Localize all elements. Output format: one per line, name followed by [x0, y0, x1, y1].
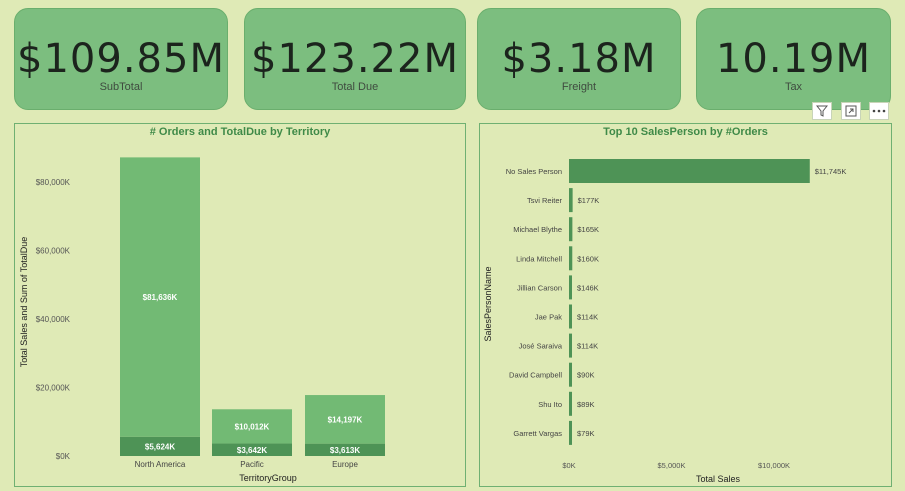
bar — [569, 304, 572, 329]
data-label: $81,636K — [143, 293, 178, 302]
category-label: Jae Pak — [535, 313, 562, 322]
category-label: José Saraiva — [519, 342, 563, 351]
y-tick-label: $60,000K — [36, 247, 71, 256]
data-label: $114K — [577, 313, 598, 322]
data-label: $146K — [577, 283, 599, 292]
data-label: $177K — [578, 196, 600, 205]
kpi-label: Tax — [784, 81, 803, 93]
data-label: $160K — [577, 254, 599, 263]
x-tick-label: Pacific — [240, 460, 264, 469]
kpi-card-freight[interactable]: $3.18M Freight — [477, 8, 681, 110]
category-label: David Campbell — [509, 371, 562, 380]
bar — [569, 246, 573, 271]
territory-stacked-bar-chart: $0K $20,000K $40,000K $60,000K $80,000K Total… — [19, 157, 385, 483]
kpi-card-tax[interactable]: 10.19M Tax — [696, 8, 891, 110]
category-label: Garrett Vargas — [513, 429, 562, 438]
data-label: $79K — [577, 429, 595, 438]
bar-segment — [305, 443, 385, 456]
x-tick-label: $5,000K — [658, 461, 686, 470]
chart-title: # Orders and TotalDue by Territory — [149, 126, 331, 138]
y-tick-label: $0K — [56, 452, 71, 461]
chart-title: Top 10 SalesPerson by #Orders — [603, 126, 768, 138]
bar — [569, 333, 572, 358]
bar-segment — [212, 443, 292, 456]
data-label: $11,745K — [815, 167, 847, 176]
salesperson-chart-panel[interactable]: Top 10 SalesPerson by #Orders No Sales P… — [479, 123, 892, 487]
category-label: Tsvi Reiter — [527, 196, 563, 205]
focus-mode-icon[interactable] — [841, 102, 861, 120]
category-label: No Sales Person — [506, 167, 562, 176]
x-axis-title: TerritoryGroup — [239, 473, 297, 483]
kpi-label: Total Due — [331, 81, 379, 93]
category-label: Shu Ito — [538, 400, 562, 409]
kpi-value: $109.85M — [17, 36, 225, 82]
data-label: $165K — [577, 225, 599, 234]
y-tick-label: $80,000K — [36, 178, 71, 187]
bar — [569, 420, 572, 445]
bar-segment — [305, 395, 385, 444]
bar — [569, 159, 810, 183]
kpi-card-total-due[interactable]: $123.22M Total Due — [244, 8, 466, 110]
x-tick-label: North America — [135, 460, 186, 469]
data-label: $89K — [577, 400, 595, 409]
data-label: $3,642K — [237, 446, 267, 455]
y-tick-label: $40,000K — [36, 315, 71, 324]
bar-segment — [212, 409, 292, 444]
x-axis-title: Total Sales — [696, 474, 741, 484]
bar — [569, 275, 572, 300]
data-label: $14,197K — [328, 415, 363, 424]
kpi-label: SubTotal — [99, 81, 143, 93]
category-label: Michael Blythe — [513, 225, 562, 234]
filter-icon[interactable] — [812, 102, 832, 120]
bar — [569, 391, 572, 416]
kpi-value: 10.19M — [715, 36, 872, 82]
category-label: Linda Mitchell — [516, 254, 562, 263]
bar — [569, 217, 573, 242]
y-axis-title: SalesPersonName — [483, 266, 493, 341]
territory-chart-panel[interactable]: # Orders and TotalDue by Territory $0K $2… — [14, 123, 466, 487]
bar-segment — [120, 436, 200, 456]
bar — [569, 188, 573, 213]
kpi-label: Freight — [561, 81, 597, 93]
category-label: Jillian Carson — [517, 283, 562, 292]
x-tick-label: Europe — [332, 460, 358, 469]
data-label: $114K — [577, 342, 598, 351]
data-label: $10,012K — [235, 422, 270, 431]
kpi-value: $123.22M — [251, 36, 459, 82]
data-label: $90K — [577, 371, 595, 380]
x-tick-label: $0K — [562, 461, 575, 470]
data-label: $5,624K — [145, 442, 175, 451]
bar — [569, 362, 572, 387]
bar-segment — [120, 157, 200, 437]
x-tick-label: $10,000K — [758, 461, 790, 470]
y-axis-title: Total Sales and Sum of TotalDue — [19, 237, 29, 367]
data-label: $3,613K — [330, 446, 360, 455]
kpi-card-subtotal[interactable]: $109.85M SubTotal — [14, 8, 228, 110]
salesperson-bar-chart: No Sales Person $11,745K Tsvi Reiter $177K M… — [483, 159, 847, 484]
y-tick-label: $20,000K — [36, 384, 71, 393]
kpi-value: $3.18M — [501, 36, 657, 82]
more-options-icon[interactable] — [869, 102, 889, 120]
